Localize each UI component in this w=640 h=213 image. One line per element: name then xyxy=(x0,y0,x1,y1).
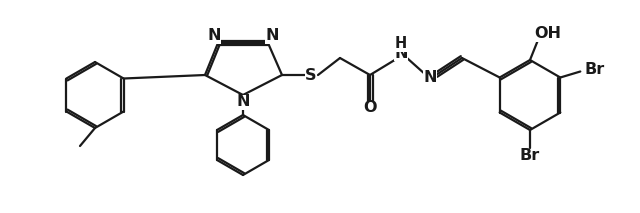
Text: N: N xyxy=(207,29,221,43)
Text: S: S xyxy=(305,68,317,82)
Text: N: N xyxy=(423,69,436,85)
Text: Br: Br xyxy=(584,62,604,77)
Text: OH: OH xyxy=(534,26,561,42)
Text: N: N xyxy=(236,95,250,109)
Text: N: N xyxy=(394,46,408,60)
Text: N: N xyxy=(265,29,279,43)
Text: O: O xyxy=(364,101,377,115)
Text: Br: Br xyxy=(520,148,540,164)
Text: H: H xyxy=(395,36,407,52)
